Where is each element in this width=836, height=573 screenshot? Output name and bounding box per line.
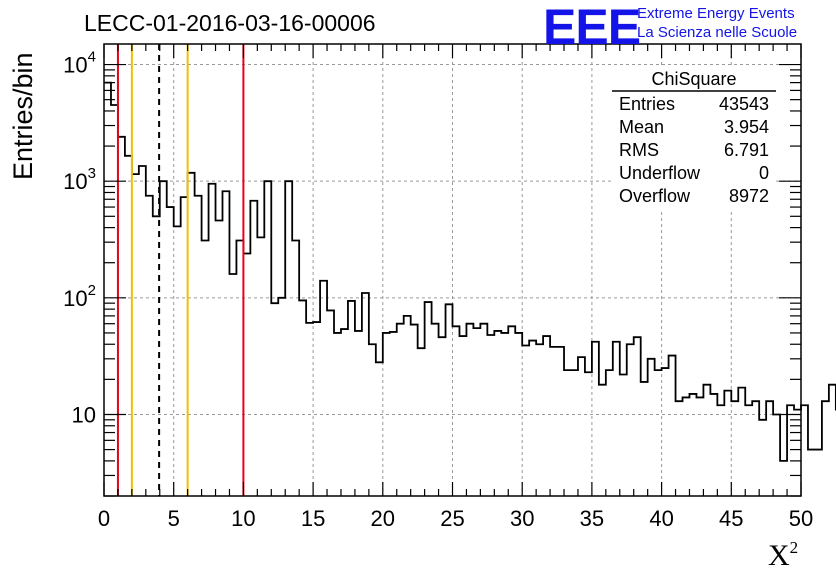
y-tick-label-exponent: 4 [88,49,96,66]
y-tick-label: 104 [63,49,96,78]
x-axis-label: X2 [768,538,798,573]
x-tick-label: 45 [719,506,743,531]
x-tick-label: 30 [510,506,534,531]
y-tick-label-exponent: 3 [88,165,96,182]
eee-caption-line1: Extreme Energy Events [637,5,795,22]
stats-row-value: 43543 [719,94,769,114]
stats-row-label: Entries [619,94,675,114]
stats-box: ChiSquare Entries 43543 Mean 3.954 RMS 6.791 Un… [612,66,776,212]
y-axis-label: Entries/bin [8,52,38,180]
histogram [104,81,836,462]
stats-row-value: 6.791 [724,140,769,160]
eee-logo: EEE [543,0,641,55]
stats-row-label: Mean [619,117,664,137]
x-axis-label-sup: 2 [789,538,799,557]
x-tick-label: 40 [649,506,673,531]
eee-caption-line2: La Scienza nelle Scuole [637,24,798,41]
stats-row-label: Underflow [619,163,701,183]
y-tick-label-base: 10 [72,402,96,427]
stats-box-title: ChiSquare [651,69,736,89]
histogram-line [104,81,836,462]
y-tick-label: 10 [72,402,96,427]
stats-row-label: RMS [619,140,659,160]
x-axis-label-base: X [768,539,790,572]
grid [104,44,801,496]
y-tick-label-base: 10 [63,286,87,311]
x-tick-label: 10 [231,506,255,531]
y-tick-label-base: 10 [63,53,87,78]
y-tick-label: 102 [63,282,96,311]
stats-row-value: 8972 [729,186,769,206]
x-tick-label: 5 [168,506,180,531]
x-tick-label: 50 [789,506,813,531]
x-tick-label: 35 [580,506,604,531]
stats-row-value: 3.954 [724,117,769,137]
x-tick-label: 25 [440,506,464,531]
y-tick-label-exponent: 2 [88,282,96,299]
reference-lines [116,44,245,496]
stats-row-value: 0 [759,163,769,183]
y-tick-label-base: 10 [63,169,87,194]
x-tick-label: 20 [371,506,395,531]
stats-row-label: Overflow [619,186,691,206]
y-tick-label: 103 [63,165,96,194]
eee-caption: Extreme Energy Events La Scienza nelle S… [637,4,797,42]
x-tick-label: 15 [301,506,325,531]
chart-title: LECC-01-2016-03-16-00006 [84,10,376,36]
x-tick-label: 0 [98,506,110,531]
